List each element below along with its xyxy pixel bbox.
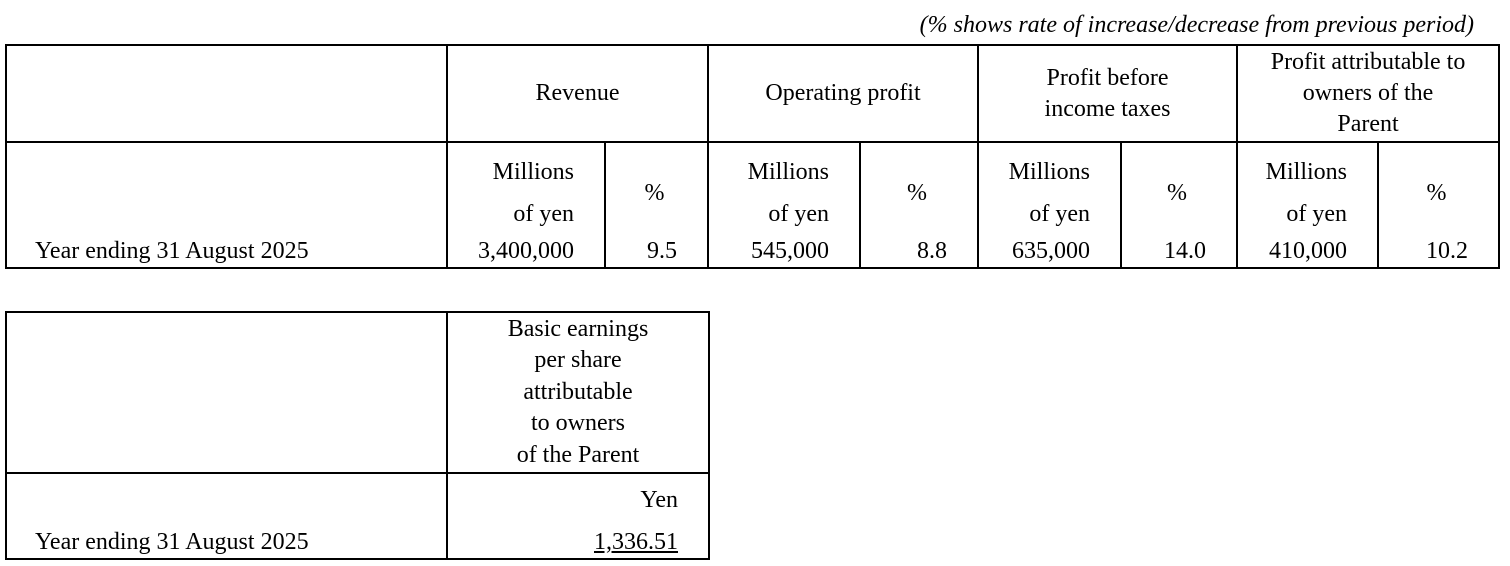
unit-percent: % — [907, 180, 927, 206]
profit-before-taxes-pct-value: 14.0 — [1164, 238, 1207, 264]
revenue-amount-cell: Millions of yen 3,400,000 — [446, 141, 606, 269]
header-revenue-label: Revenue — [535, 80, 620, 106]
unit-percent: % — [1426, 180, 1447, 206]
header-profit-before-line-2: income taxes — [1044, 95, 1171, 122]
unit-of-yen: of yen — [1029, 201, 1091, 227]
header-revenue: Revenue — [446, 44, 709, 143]
profit-before-taxes-pct-cell: % 14.0 — [1120, 141, 1239, 269]
eps-value: 1,336.51 — [594, 529, 678, 555]
header-attrib-line-1: Profit attributable to — [1270, 49, 1466, 75]
header-operating-profit: Operating profit — [706, 44, 980, 143]
header-profit-before-line-1: Profit before — [1046, 64, 1169, 91]
eps-value-cell: Yen 1,336.51 — [446, 472, 710, 560]
eps-header-blank-cell — [5, 311, 448, 474]
rate-note: (% shows rate of increase/decrease from … — [919, 12, 1474, 38]
profit-attributable-value: 410,000 — [1269, 238, 1348, 264]
unit-millions: Millions — [1008, 159, 1091, 185]
unit-percent: % — [1167, 180, 1188, 206]
eps-header-line-5: of the Parent — [516, 441, 640, 468]
unit-millions: Millions — [747, 159, 829, 185]
eps-header-line-1: Basic earnings — [507, 315, 649, 342]
unit-millions: Millions — [492, 159, 574, 185]
data-row: Year ending 31 August 2025 Millions of y… — [5, 141, 1501, 269]
eps-data-row: Year ending 31 August 2025 Yen 1,336.51 — [5, 472, 710, 560]
eps-unit-yen: Yen — [640, 487, 678, 513]
profit-attributable-pct-value: 10.2 — [1426, 238, 1469, 264]
eps-header-row: Basic earnings per share attributable to… — [5, 311, 710, 474]
eps-header-line-2: per share — [534, 347, 622, 374]
eps-header-line-4: to owners — [531, 410, 625, 437]
revenue-pct-value: 9.5 — [647, 238, 677, 264]
unit-of-yen: of yen — [1286, 201, 1348, 227]
header-operating-profit-label: Operating profit — [765, 80, 921, 106]
row-label-text: Year ending 31 August 2025 — [35, 238, 309, 264]
header-profit-attributable: Profit attributable to owners of the Par… — [1236, 44, 1501, 143]
header-attrib-line-2: owners of the — [1302, 80, 1434, 106]
eps-row-label-text: Year ending 31 August 2025 — [35, 529, 309, 555]
operating-profit-value: 545,000 — [751, 238, 829, 264]
profit-before-taxes-value: 635,000 — [1012, 238, 1091, 264]
forecast-table: Revenue Operating profit Profit before i… — [5, 44, 1501, 269]
header-blank-cell — [5, 44, 448, 143]
unit-of-yen: of yen — [513, 201, 574, 227]
eps-header: Basic earnings per share attributable to… — [446, 311, 710, 474]
unit-millions: Millions — [1265, 159, 1348, 185]
operating-profit-pct-cell: % 8.8 — [858, 141, 980, 269]
operating-profit-amount-cell: Millions of yen 545,000 — [707, 141, 861, 269]
eps-header-line-3: attributable — [523, 378, 633, 405]
unit-percent: % — [644, 180, 665, 206]
header-profit-before-taxes: Profit before income taxes — [977, 44, 1239, 143]
eps-table: Basic earnings per share attributable to… — [5, 311, 710, 560]
eps-row-label: Year ending 31 August 2025 — [5, 472, 448, 560]
profit-attributable-pct-cell: % 10.2 — [1377, 141, 1501, 269]
row-label-year: Year ending 31 August 2025 — [5, 141, 448, 269]
profit-before-taxes-amount-cell: Millions of yen 635,000 — [977, 141, 1123, 269]
header-row: Revenue Operating profit Profit before i… — [5, 44, 1501, 143]
revenue-value: 3,400,000 — [478, 238, 574, 264]
header-attrib-line-3: Parent — [1337, 111, 1399, 137]
operating-profit-pct-value: 8.8 — [917, 238, 948, 264]
unit-of-yen: of yen — [768, 201, 829, 227]
revenue-pct-cell: % 9.5 — [604, 141, 709, 269]
profit-attributable-amount-cell: Millions of yen 410,000 — [1236, 141, 1380, 269]
